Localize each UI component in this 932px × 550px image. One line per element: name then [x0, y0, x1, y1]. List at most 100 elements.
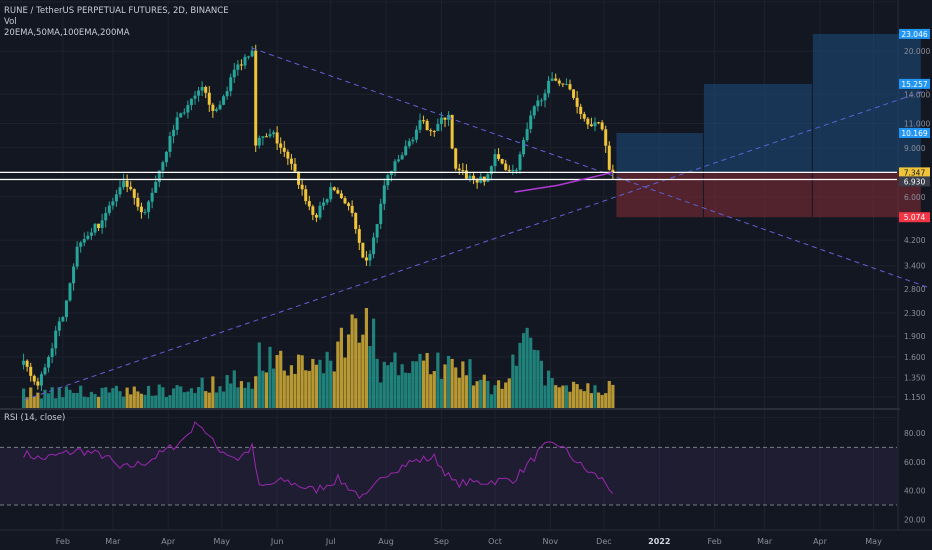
candle-body — [600, 122, 604, 130]
rsi-pane[interactable] — [0, 421, 897, 506]
drawn-lines[interactable] — [0, 47, 928, 401]
candle-body — [557, 80, 561, 84]
volume-indicator-label[interactable]: Vol — [4, 17, 17, 27]
candle-body — [543, 93, 547, 101]
candle-body — [579, 106, 583, 115]
volume-bar — [221, 391, 226, 408]
price-badge-grey[interactable] — [899, 176, 930, 187]
candle-body — [597, 122, 601, 124]
candle-body — [429, 130, 433, 132]
target-zone-3[interactable] — [812, 33, 921, 173]
volume-bar — [607, 380, 611, 408]
volume-bar — [464, 375, 469, 408]
volume-bar — [361, 334, 365, 408]
candle-body — [497, 154, 501, 159]
price-badge-blue[interactable] — [899, 128, 930, 139]
candle-body — [361, 242, 365, 258]
volume-bar — [118, 391, 122, 408]
price-badge-value: 10.169 — [901, 129, 927, 138]
volume-bar — [275, 355, 279, 408]
volume-bar — [325, 351, 329, 408]
candle-body — [347, 203, 351, 206]
trendline-1[interactable] — [251, 47, 928, 288]
candle-body — [550, 78, 554, 81]
candle-body — [218, 104, 222, 110]
candle-body — [375, 224, 379, 238]
position-boxes[interactable] — [616, 33, 921, 218]
volume-bar — [396, 375, 401, 408]
volume-bar — [164, 396, 169, 408]
volume-bar — [454, 367, 458, 408]
candle-body — [239, 64, 243, 66]
candle-body — [454, 148, 458, 169]
volume-bar — [36, 392, 40, 408]
volume-bar — [332, 371, 336, 408]
price-tick-label: 20.000 — [904, 47, 930, 56]
target-zone-2[interactable] — [703, 83, 812, 173]
volume-bar — [404, 372, 408, 408]
candle-body — [125, 180, 129, 187]
price-axis[interactable]: 20.00014.00011.0009.0007.0006.0004.2003.… — [899, 28, 930, 524]
volume-bar — [89, 391, 94, 408]
candle-body — [300, 184, 304, 190]
volume-bar — [314, 364, 319, 408]
candle-body — [243, 56, 247, 66]
volume-bar — [536, 350, 540, 408]
volume-bar — [143, 394, 147, 408]
volume-bar — [211, 376, 215, 408]
time-axis[interactable]: Feb Mar Apr May Jun Jul Aug Sep Oct Nov Dec 2022 Feb… — [56, 537, 882, 546]
time-tick-label: Apr — [813, 537, 828, 546]
volume-bar — [350, 314, 354, 408]
volume-bar — [39, 398, 44, 408]
candle-body — [354, 213, 358, 230]
candle-body — [107, 205, 111, 214]
candle-body — [179, 113, 183, 118]
candle-body — [475, 179, 479, 183]
candle-body — [332, 187, 336, 191]
volume-bar — [514, 365, 519, 408]
volume-bar — [75, 392, 79, 408]
candle-body — [275, 132, 279, 144]
volume-bar — [150, 395, 154, 408]
candle-body — [86, 235, 90, 240]
volume-bar — [582, 391, 586, 408]
volume-bar — [525, 327, 529, 408]
candle-body — [504, 163, 508, 170]
price-badge-blue[interactable] — [899, 28, 930, 39]
volume-bar — [121, 396, 126, 408]
price-badge-yellow[interactable] — [899, 167, 930, 178]
time-tick-label: Dec — [596, 537, 611, 546]
candle-body — [486, 174, 490, 182]
moving-averages-label[interactable]: 20EMA,50MA,100EMA,200MA — [4, 28, 130, 38]
volume-bar — [318, 359, 322, 408]
rsi-label[interactable]: RSI (14, close) — [4, 413, 66, 423]
candle-body — [247, 56, 251, 58]
candle-body — [418, 120, 422, 130]
volume-bar — [593, 385, 597, 408]
target-zone-1[interactable] — [616, 133, 703, 173]
price-badge-red[interactable] — [899, 212, 930, 223]
price-tick-label: 1.350 — [904, 374, 926, 383]
volume-bar — [511, 354, 515, 408]
candle-body — [268, 134, 272, 137]
volume-bar — [421, 360, 426, 408]
symbol-title[interactable]: RUNE / TetherUS PERPETUAL FUTURES, 2D, B… — [4, 6, 229, 16]
candle-body — [411, 139, 415, 142]
volume-bar — [375, 358, 379, 408]
candle-body — [279, 143, 283, 148]
candle-body — [589, 124, 593, 127]
candle-body — [175, 117, 179, 130]
price-badge-blue[interactable] — [899, 78, 930, 89]
candle-body — [368, 254, 372, 261]
volume-bar — [393, 352, 397, 408]
volume-bar — [389, 362, 394, 408]
candle-body — [372, 237, 376, 255]
volume-bar — [250, 388, 254, 408]
trendline-2[interactable] — [23, 89, 928, 401]
volume-bar — [243, 387, 247, 408]
price-tick-label: 1.600 — [904, 353, 926, 362]
volume-bar — [229, 383, 233, 408]
time-tick-label: Aug — [378, 537, 394, 546]
price-tick-label: 14.000 — [904, 90, 930, 99]
